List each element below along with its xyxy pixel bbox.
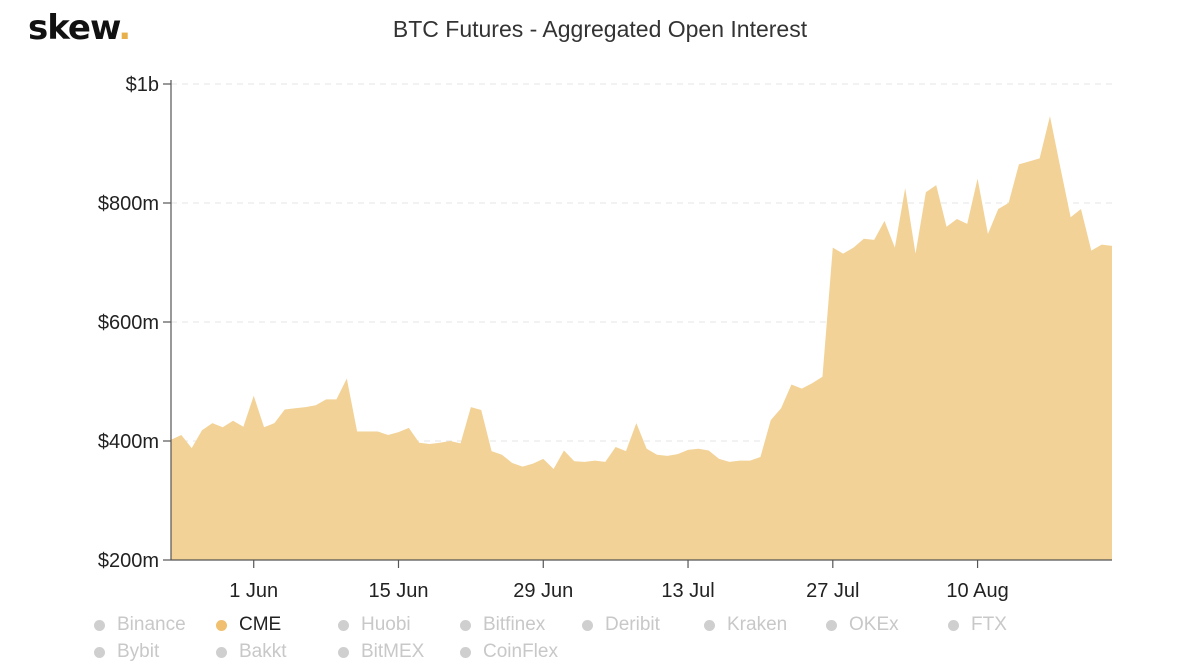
chart-title: BTC Futures - Aggregated Open Interest	[392, 16, 808, 42]
legend-item-binance[interactable]: Binance	[90, 614, 212, 636]
legend-dot-icon	[582, 619, 593, 631]
legend-dot-icon	[216, 646, 227, 658]
legend-dot-icon	[338, 646, 349, 658]
y-tick-label: $800m	[98, 193, 159, 215]
legend-item-coinflex[interactable]: CoinFlex	[456, 641, 578, 663]
legend-item-deribit[interactable]: Deribit	[578, 614, 700, 636]
legend: Binance CME Huobi Bitfinex Deribit Kraken OKEx…	[90, 614, 1090, 668]
legend-label: Binance	[117, 614, 186, 635]
legend-item-bitmex[interactable]: BitMEX	[334, 641, 456, 663]
legend-dot-icon	[216, 619, 227, 631]
legend-row: Binance CME Huobi Bitfinex Deribit Kraken OKEx…	[90, 614, 1090, 641]
legend-label: Kraken	[727, 614, 788, 635]
open-interest-chart: $200m $400m $600m $800m $1b 1 Jun 15 Jun 29 Ju…	[98, 74, 1112, 602]
legend-label: Deribit	[605, 614, 660, 635]
legend-row: Bybit Bakkt BitMEX CoinFlex	[90, 641, 1090, 668]
legend-label: OKEx	[849, 614, 899, 635]
legend-dot-icon	[826, 619, 837, 631]
legend-item-huobi[interactable]: Huobi	[334, 614, 456, 636]
legend-item-kraken[interactable]: Kraken	[700, 614, 822, 636]
legend-dot-icon	[94, 646, 105, 658]
legend-label: CoinFlex	[483, 641, 558, 662]
logo-text: skew	[28, 8, 119, 48]
legend-label: Bybit	[117, 641, 160, 662]
legend-label: FTX	[971, 614, 1007, 635]
y-tick-label: $400m	[98, 431, 159, 453]
legend-label: CME	[239, 614, 282, 635]
legend-dot-icon	[460, 646, 471, 658]
y-tick-label: $1b	[126, 74, 159, 96]
legend-item-okex[interactable]: OKEx	[822, 614, 944, 636]
x-axis: 1 Jun 15 Jun 29 Jun 13 Jul 27 Jul 10 Aug	[229, 560, 1009, 602]
legend-item-bitfinex[interactable]: Bitfinex	[456, 614, 578, 636]
legend-item-bybit[interactable]: Bybit	[90, 641, 212, 663]
x-tick-label: 15 Jun	[368, 580, 428, 602]
y-axis: $200m $400m $600m $800m $1b	[98, 74, 171, 572]
legend-dot-icon	[94, 619, 105, 631]
x-tick-label: 1 Jun	[229, 580, 278, 602]
legend-label: Huobi	[361, 614, 411, 635]
x-tick-label: 29 Jun	[513, 580, 573, 602]
x-tick-label: 27 Jul	[806, 580, 859, 602]
x-tick-label: 13 Jul	[661, 580, 714, 602]
logo-dot: .	[118, 8, 131, 48]
y-tick-label: $600m	[98, 312, 159, 334]
x-tick-label: 10 Aug	[946, 580, 1008, 602]
legend-item-bakkt[interactable]: Bakkt	[212, 641, 334, 663]
legend-dot-icon	[460, 619, 471, 631]
legend-item-ftx[interactable]: FTX	[944, 614, 1066, 636]
legend-dot-icon	[948, 619, 959, 631]
legend-label: BitMEX	[361, 641, 425, 662]
legend-dot-icon	[704, 619, 715, 631]
y-tick-label: $200m	[98, 550, 159, 572]
cme-series-area	[171, 116, 1112, 560]
skew-logo: skew.	[28, 8, 131, 48]
legend-dot-icon	[338, 619, 349, 631]
legend-item-cme[interactable]: CME	[212, 614, 334, 636]
legend-label: Bitfinex	[483, 614, 546, 635]
axes	[170, 80, 1112, 561]
legend-label: Bakkt	[239, 641, 287, 662]
